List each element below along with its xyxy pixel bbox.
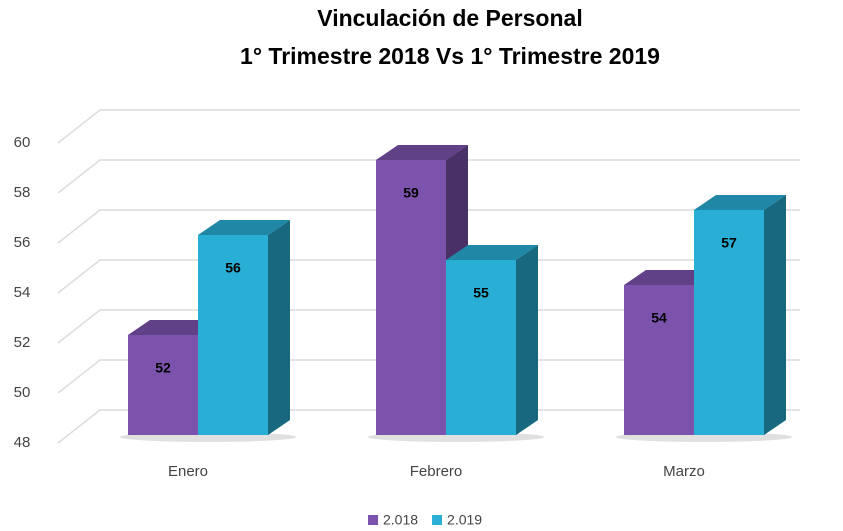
bar-side-shade — [268, 220, 290, 435]
y-tick-label: 50 — [14, 384, 31, 401]
grid-line — [57, 159, 800, 194]
bar — [624, 285, 694, 435]
data-label: 52 — [155, 360, 171, 376]
bar-top — [446, 245, 538, 260]
bar — [446, 260, 516, 435]
bar-top-shade — [624, 270, 716, 285]
bar-top — [198, 220, 290, 235]
legend-label: 2.019 — [447, 512, 482, 528]
data-label: 57 — [721, 235, 737, 251]
y-tick-label: 54 — [14, 284, 31, 301]
data-label: 55 — [473, 285, 489, 301]
grid-line — [57, 259, 800, 294]
grid-line — [57, 359, 800, 394]
data-label: 54 — [651, 310, 667, 326]
legend-swatch — [432, 515, 443, 525]
bar-side-shade — [516, 245, 538, 435]
y-tick-label: 58 — [14, 184, 31, 201]
bar-top-shade — [128, 320, 220, 335]
y-tick-label: 52 — [14, 334, 31, 351]
x-tick-label: Marzo — [663, 463, 705, 480]
bar — [694, 210, 764, 435]
legend-label: 2.018 — [383, 512, 418, 528]
y-tick-label: 60 — [14, 134, 31, 151]
bar — [198, 235, 268, 435]
bar — [128, 335, 198, 435]
bar-top-shade — [446, 245, 538, 260]
chart-title: Vinculación de Personal — [317, 5, 582, 31]
grid-line — [57, 309, 800, 344]
chart-subtitle: 1° Trimestre 2018 Vs 1° Trimestre 2019 — [240, 43, 660, 69]
bar-top-shade — [198, 220, 290, 235]
bar-top-shade — [376, 145, 468, 160]
bar-side — [764, 195, 786, 435]
bar-top — [694, 195, 786, 210]
data-label: 59 — [403, 185, 419, 201]
bar-side — [268, 220, 290, 435]
legend-swatch — [368, 515, 378, 525]
y-tick-label: 48 — [14, 434, 31, 451]
x-tick-label: Enero — [168, 463, 208, 480]
grid-line — [57, 109, 800, 144]
y-tick-label: 56 — [14, 234, 31, 251]
bar-top — [376, 145, 468, 160]
bar — [376, 160, 446, 435]
bar-side-shade — [764, 195, 786, 435]
bar-side — [516, 245, 538, 435]
x-tick-label: Febrero — [410, 463, 463, 480]
bar-top — [128, 320, 220, 335]
grid-line — [57, 409, 800, 444]
grid-line — [57, 209, 800, 244]
bar-top-shade — [694, 195, 786, 210]
data-label: 56 — [225, 260, 241, 276]
bar-top — [624, 270, 716, 285]
